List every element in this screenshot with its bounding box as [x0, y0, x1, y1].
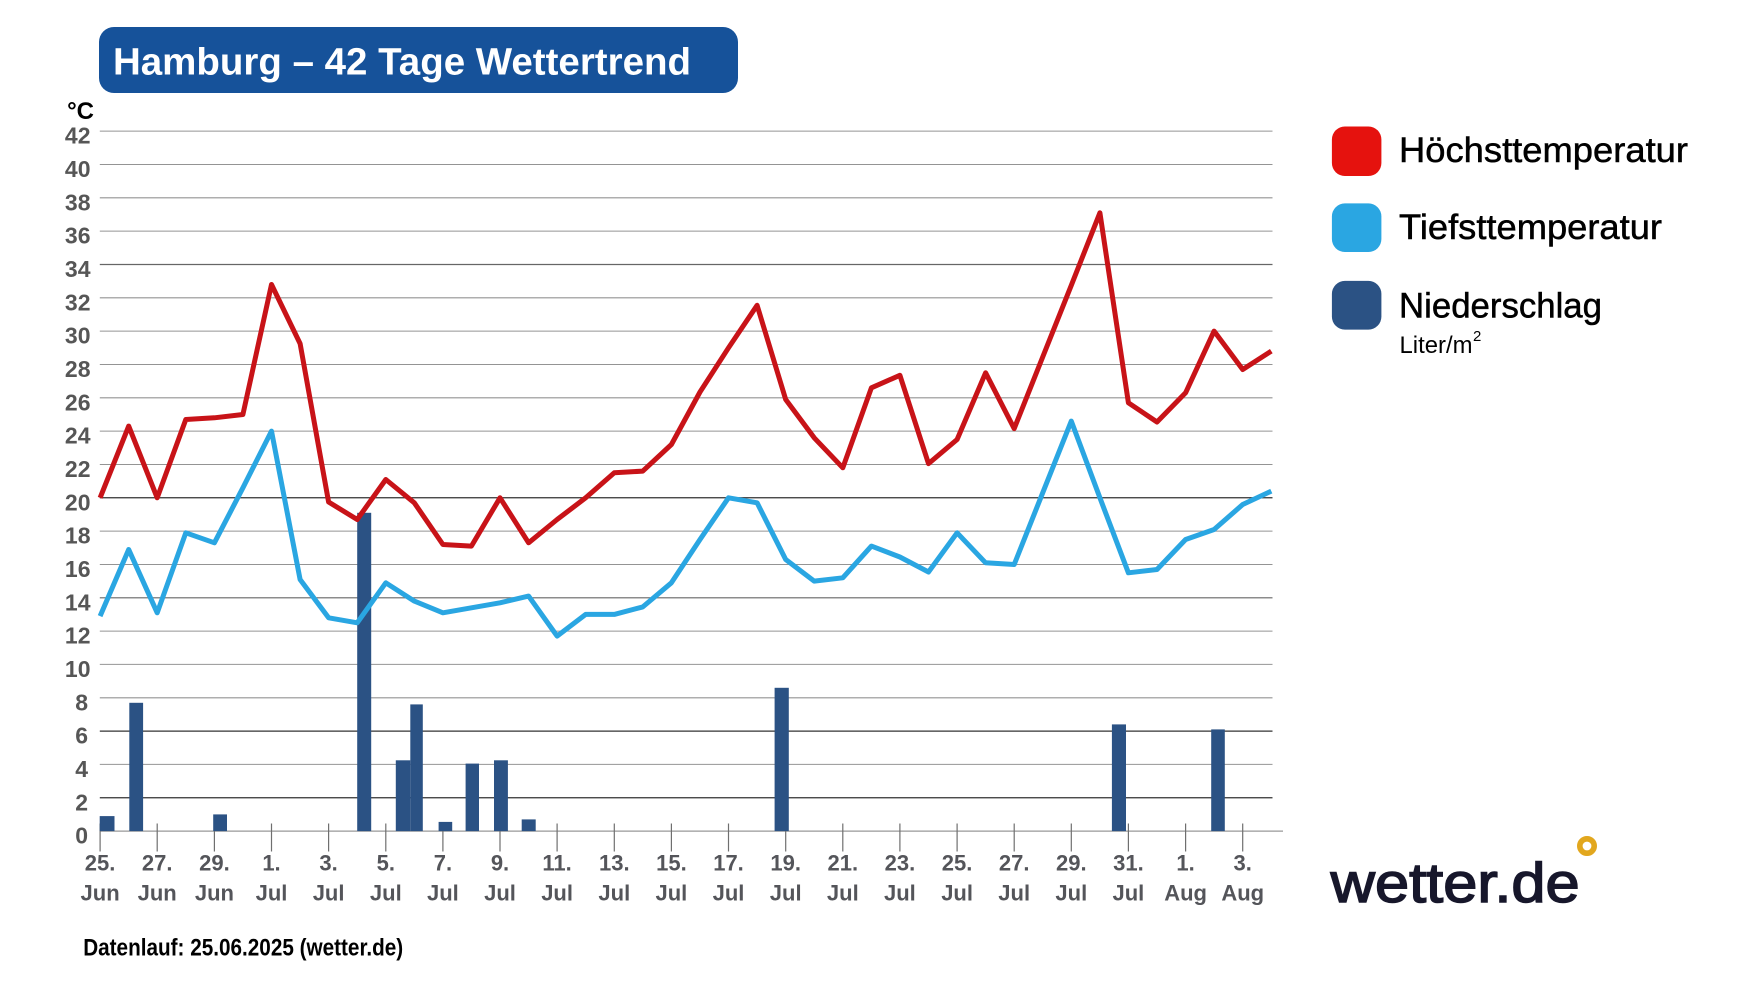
svg-text:Jun: Jun	[138, 881, 177, 906]
svg-text:42: 42	[65, 123, 91, 149]
svg-text:Niederschlag: Niederschlag	[1399, 286, 1602, 325]
svg-text:1.: 1.	[262, 851, 280, 876]
svg-text:Jul: Jul	[256, 881, 288, 906]
svg-text:40: 40	[65, 156, 91, 182]
svg-text:Jul: Jul	[656, 881, 688, 906]
svg-text:Jul: Jul	[827, 881, 859, 906]
svg-text:12: 12	[65, 623, 91, 649]
svg-text:2: 2	[1473, 328, 1481, 345]
svg-text:Jun: Jun	[81, 881, 120, 906]
svg-text:Jul: Jul	[713, 881, 745, 906]
svg-text:28: 28	[65, 356, 91, 382]
svg-text:Aug: Aug	[1221, 881, 1264, 906]
svg-text:29.: 29.	[1056, 851, 1087, 876]
svg-text:Jul: Jul	[598, 881, 630, 906]
svg-text:7.: 7.	[434, 851, 452, 876]
svg-text:9.: 9.	[491, 851, 509, 876]
svg-text:25.: 25.	[942, 851, 973, 876]
svg-text:Jul: Jul	[427, 881, 459, 906]
svg-text:30: 30	[65, 323, 91, 349]
svg-text:2: 2	[75, 789, 88, 815]
svg-text:Jul: Jul	[541, 881, 573, 906]
svg-text:14: 14	[65, 589, 91, 615]
svg-text:Jul: Jul	[370, 881, 402, 906]
svg-text:25.: 25.	[85, 851, 116, 876]
svg-text:26: 26	[65, 389, 91, 415]
svg-text:Jul: Jul	[770, 881, 802, 906]
svg-text:Jul: Jul	[1113, 881, 1145, 906]
svg-text:Hamburg – 42 Tage Wettertrend: Hamburg – 42 Tage Wettertrend	[113, 42, 691, 84]
svg-text:27.: 27.	[999, 851, 1030, 876]
svg-text:Jul: Jul	[998, 881, 1030, 906]
svg-text:Liter/m: Liter/m	[1400, 332, 1473, 359]
svg-text:Tiefsttemperatur: Tiefsttemperatur	[1399, 208, 1662, 247]
svg-text:13.: 13.	[599, 851, 630, 876]
svg-text:Datenlauf: 25.06.2025 (wetter.: Datenlauf: 25.06.2025 (wetter.de)	[83, 935, 403, 962]
svg-text:Aug: Aug	[1164, 881, 1207, 906]
svg-text:27.: 27.	[142, 851, 173, 876]
svg-text:Jul: Jul	[884, 881, 916, 906]
svg-text:Jul: Jul	[484, 881, 516, 906]
svg-text:Jul: Jul	[941, 881, 973, 906]
svg-text:10: 10	[65, 656, 91, 682]
svg-text:5.: 5.	[377, 851, 395, 876]
svg-text:6: 6	[75, 723, 88, 749]
svg-text:29.: 29.	[199, 851, 230, 876]
svg-text:36: 36	[65, 223, 91, 249]
svg-text:Höchsttemperatur: Höchsttemperatur	[1399, 131, 1688, 170]
svg-text:wetter.de: wetter.de	[1330, 851, 1580, 914]
svg-text:11.: 11.	[542, 851, 571, 876]
svg-text:19.: 19.	[770, 851, 801, 876]
svg-text:Jul: Jul	[1055, 881, 1087, 906]
svg-text:38: 38	[65, 189, 91, 215]
svg-text:31.: 31.	[1113, 851, 1144, 876]
svg-text:17.: 17.	[713, 851, 744, 876]
svg-text:3.: 3.	[319, 851, 337, 876]
svg-text:1.: 1.	[1176, 851, 1194, 876]
svg-text:22: 22	[65, 456, 91, 482]
svg-text:20: 20	[65, 489, 91, 515]
svg-text:18: 18	[65, 523, 91, 549]
svg-text:3.: 3.	[1234, 851, 1252, 876]
svg-text:16: 16	[65, 556, 91, 582]
svg-text:32: 32	[65, 289, 91, 315]
svg-text:21.: 21.	[828, 851, 859, 876]
svg-text:Jun: Jun	[195, 881, 234, 906]
svg-text:23.: 23.	[885, 851, 916, 876]
svg-text:4: 4	[75, 756, 88, 782]
svg-text:24: 24	[65, 423, 91, 449]
svg-text:°C: °C	[67, 98, 94, 125]
svg-text:34: 34	[65, 256, 91, 282]
svg-text:8: 8	[75, 689, 88, 715]
svg-text:15.: 15.	[656, 851, 687, 876]
svg-text:0: 0	[75, 823, 88, 849]
svg-text:Jul: Jul	[313, 881, 345, 906]
